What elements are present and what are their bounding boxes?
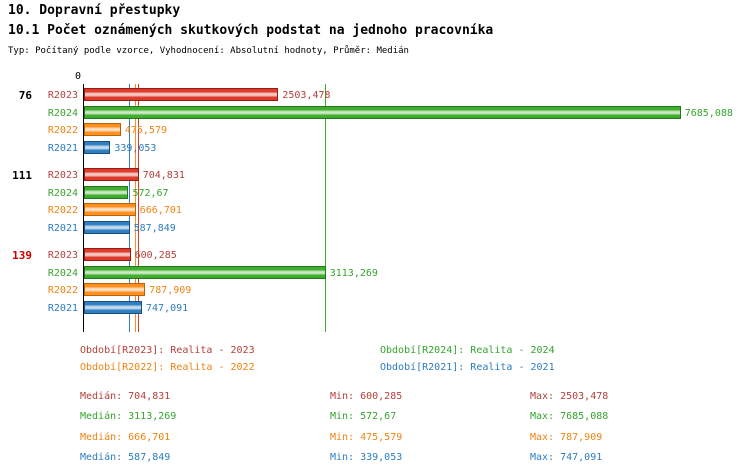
legend-item-r2021: Období[R2021]: Realita - 2021 bbox=[380, 362, 555, 373]
bar-value-label-76-r2021: 339,053 bbox=[114, 142, 157, 154]
median-line-r2024 bbox=[324, 84, 326, 332]
stat-min-r2022: Min: 475,579 bbox=[330, 432, 403, 443]
stat-median-r2022: Medián: 666,701 bbox=[80, 432, 171, 443]
stat-max-r2023: Max: 2503,478 bbox=[530, 391, 609, 402]
row-label-r2022: R2022 bbox=[47, 125, 78, 136]
median-line-r2023 bbox=[137, 84, 139, 332]
bar-139-r2024 bbox=[84, 265, 326, 279]
row-label-r2023: R2023 bbox=[47, 170, 78, 181]
bar-76-r2022 bbox=[84, 123, 121, 136]
y-axis-line bbox=[83, 84, 84, 332]
stat-median-r2021: Medián: 587,849 bbox=[80, 452, 171, 463]
legend-item-r2023: Období[R2023]: Realita - 2023 bbox=[80, 345, 255, 356]
bar-value-label-111-r2022: 666,701 bbox=[139, 205, 182, 216]
stat-median-r2024: Medián: 3113,269 bbox=[80, 411, 177, 422]
bar-value-label-139-r2024: 3113,269 bbox=[329, 267, 378, 279]
bar-value-label-111-r2023: 704,831 bbox=[142, 170, 185, 181]
stat-median-r2023: Medián: 704,831 bbox=[80, 391, 171, 402]
stat-max-r2021: Max: 747,091 bbox=[530, 452, 603, 463]
legend-item-r2024: Období[R2024]: Realita - 2024 bbox=[380, 345, 555, 356]
row-label-r2023: R2023 bbox=[47, 250, 78, 261]
bar-value-label-139-r2023: 600,285 bbox=[134, 250, 177, 261]
row-label-r2021: R2021 bbox=[47, 302, 78, 314]
report-subtitle: 10.1 Počet oznámených skutkových podstat… bbox=[8, 23, 494, 38]
bar-111-r2021 bbox=[84, 220, 130, 234]
row-label-r2024: R2024 bbox=[47, 187, 78, 199]
bar-76-r2021 bbox=[84, 140, 111, 154]
bar-76-r2024 bbox=[84, 105, 681, 119]
stat-max-r2022: Max: 787,909 bbox=[530, 432, 603, 443]
row-label-r2021: R2021 bbox=[47, 222, 78, 234]
bar-76-r2023 bbox=[84, 88, 279, 101]
group-label-76: 76 bbox=[18, 89, 32, 102]
bar-value-label-76-r2023: 2503,478 bbox=[282, 90, 331, 101]
stat-min-r2023: Min: 600,285 bbox=[330, 391, 403, 402]
bar-chart: 0 76 R2023 2503,478 R2024 7685,088 R2022 475,5… bbox=[0, 70, 750, 338]
row-label-r2024: R2024 bbox=[47, 107, 78, 119]
bar-value-label-76-r2022: 475,579 bbox=[124, 125, 168, 136]
row-label-r2024: R2024 bbox=[47, 267, 78, 279]
group-label-139: 139 bbox=[12, 249, 32, 262]
row-label-r2023: R2023 bbox=[47, 90, 78, 101]
row-label-r2022: R2022 bbox=[47, 205, 78, 216]
bar-value-label-111-r2024: 572,67 bbox=[132, 187, 169, 199]
group-label-111: 111 bbox=[12, 169, 32, 182]
stat-min-r2024: Min: 572,67 bbox=[330, 411, 397, 422]
bar-value-label-76-r2024: 7685,088 bbox=[684, 107, 733, 119]
bar-111-r2023 bbox=[84, 168, 139, 181]
bar-139-r2021 bbox=[84, 300, 142, 314]
row-label-r2021: R2021 bbox=[47, 142, 78, 154]
bar-111-r2022 bbox=[84, 203, 136, 216]
bar-value-label-111-r2021: 587,849 bbox=[133, 222, 176, 234]
bar-111-r2024 bbox=[84, 185, 129, 199]
bar-139-r2022 bbox=[84, 283, 146, 296]
bar-value-label-139-r2022: 787,909 bbox=[149, 285, 192, 296]
report-title: 10. Dopravní přestupky bbox=[8, 3, 181, 18]
x-axis-zero-label: 0 bbox=[75, 71, 82, 82]
stat-min-r2021: Min: 339,053 bbox=[330, 452, 403, 463]
row-label-r2022: R2022 bbox=[47, 285, 78, 296]
legend-item-r2022: Období[R2022]: Realita - 2022 bbox=[80, 362, 255, 373]
bar-139-r2023 bbox=[84, 248, 131, 261]
stat-max-r2024: Max: 7685,088 bbox=[530, 411, 609, 422]
bar-value-label-139-r2021: 747,091 bbox=[146, 302, 189, 314]
report-meta: Typ: Počítaný podle vzorce, Vyhodnocení:… bbox=[8, 46, 409, 56]
